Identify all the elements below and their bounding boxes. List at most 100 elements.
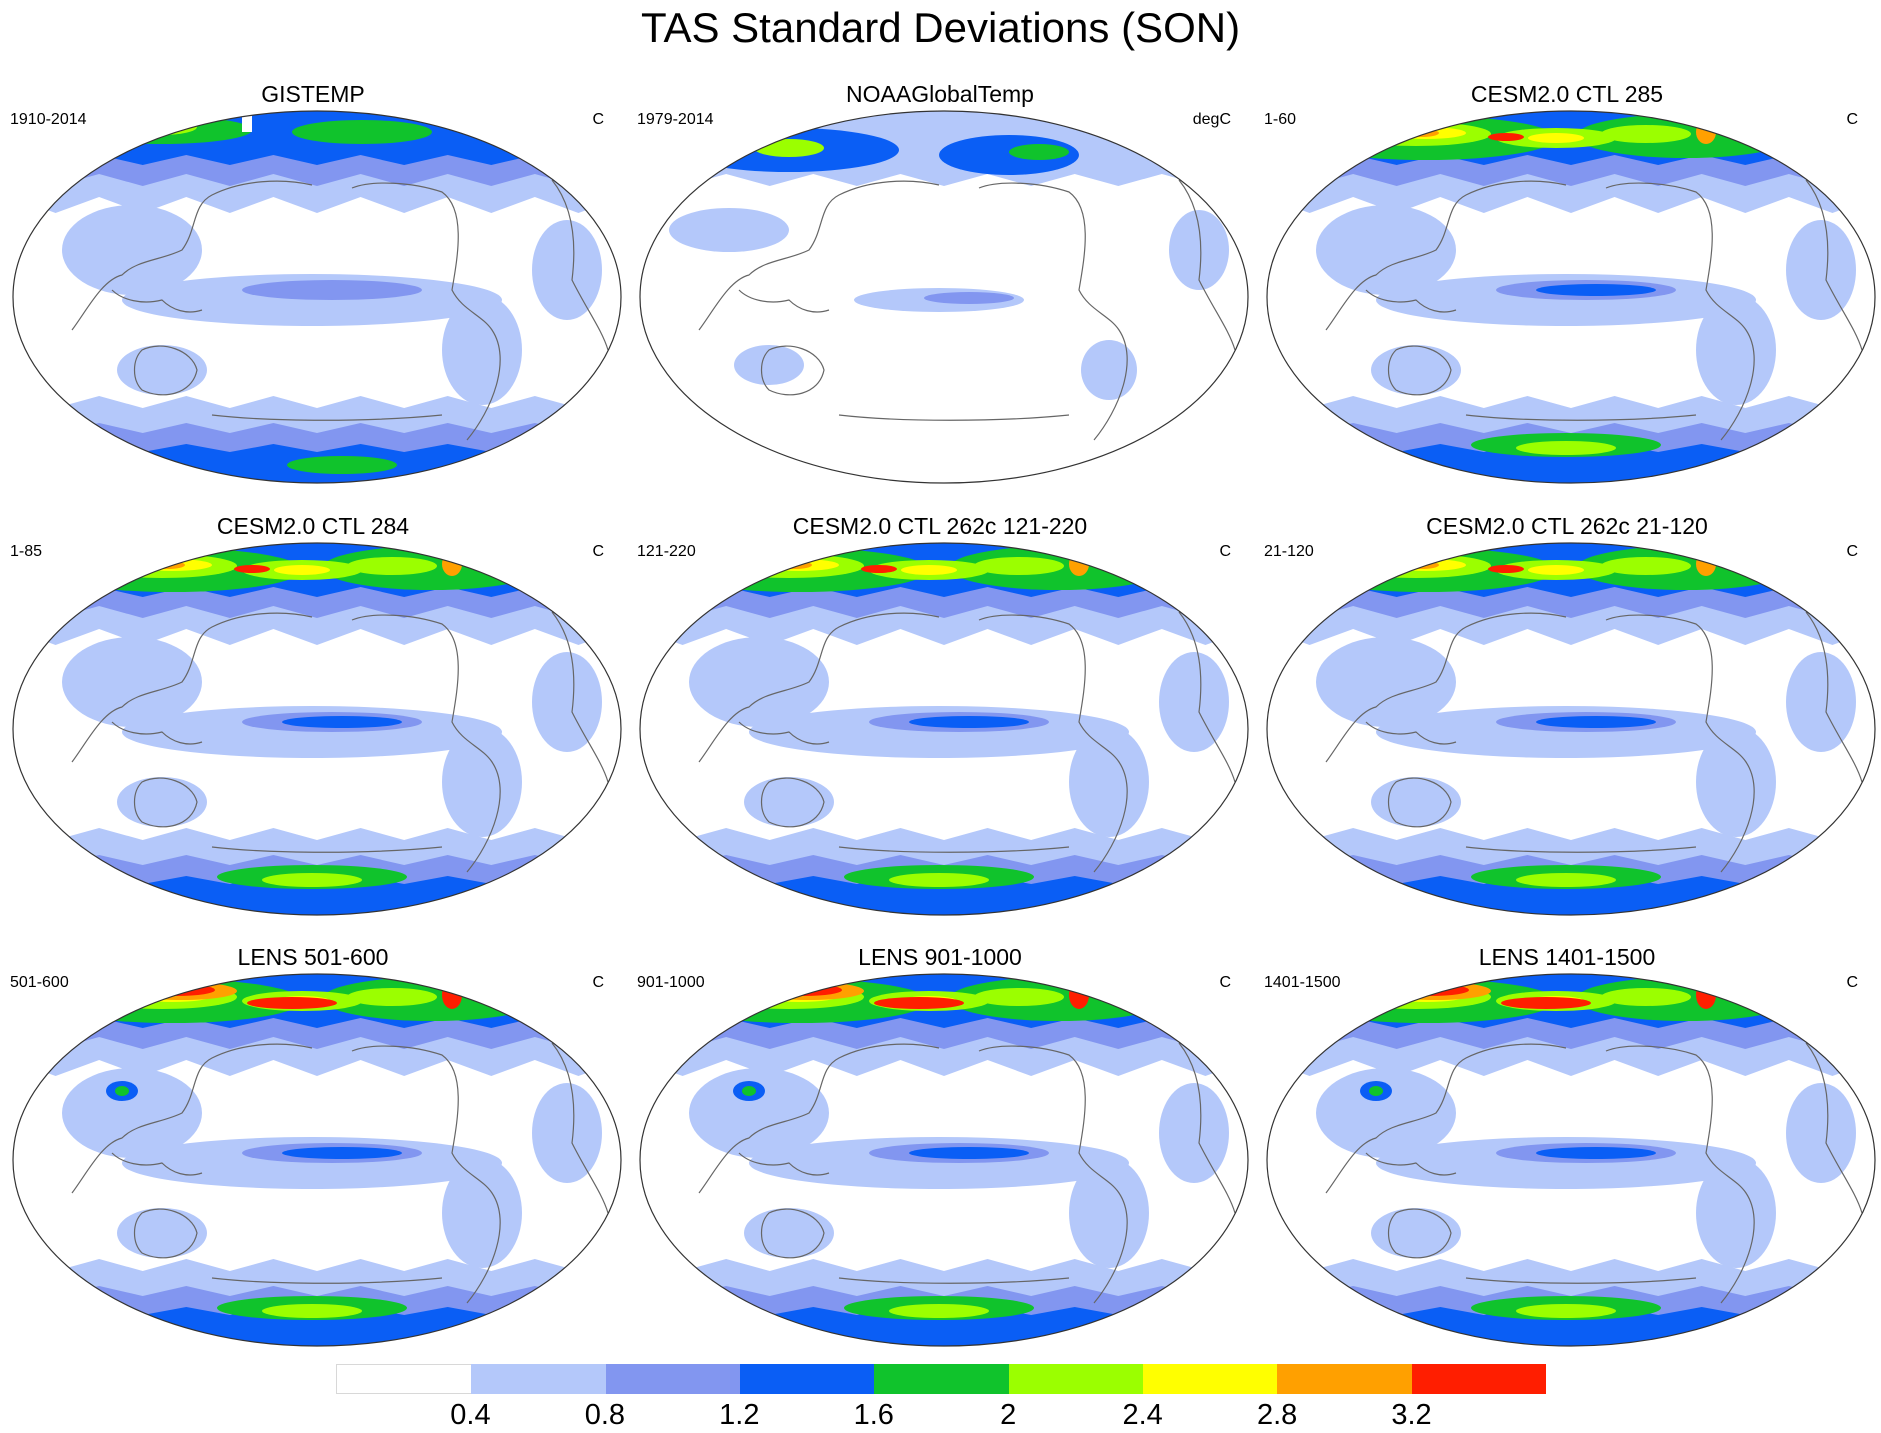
field-australia: [744, 1208, 834, 1258]
panel-title: CESM2.0 CTL 285: [1470, 81, 1664, 107]
field-south-america: [1081, 340, 1137, 400]
map-plot: [12, 973, 622, 1347]
coastline-2: [1805, 1042, 1863, 1214]
field-asia: [1316, 637, 1456, 727]
coastline-1: [351, 614, 501, 873]
coastline-3: [760, 1208, 825, 1259]
map-plot: [639, 110, 1249, 484]
field-africa: [1159, 1083, 1229, 1183]
map-panel: LENS 1401-1500 1401-1500 C: [1254, 943, 1880, 1383]
field-enso-core: [1536, 1147, 1656, 1159]
field-south-america: [1069, 727, 1149, 837]
field-enso-core: [909, 716, 1029, 728]
coastline-2: [1178, 1042, 1236, 1214]
field-australia: [744, 777, 834, 827]
field-siberia-red: [766, 984, 842, 996]
field-antarctic-lime: [889, 873, 989, 887]
coastline-5: [1465, 414, 1697, 421]
field-antarctic-lime: [262, 873, 362, 887]
coastline-5: [211, 846, 443, 853]
coastline-2: [1805, 611, 1863, 783]
panel-period: 121-220: [637, 543, 696, 560]
field-africa: [1786, 1083, 1856, 1183]
map-plot: [1266, 973, 1876, 1347]
coastline-4: [738, 721, 830, 745]
field-asia: [62, 205, 202, 295]
map-field: [1267, 974, 1875, 1346]
colorbar-tick-label: 2: [1000, 1399, 1017, 1431]
map-border: [1266, 542, 1876, 916]
field-africa: [1786, 220, 1856, 320]
colorbar-tick-label: 0.4: [450, 1399, 491, 1431]
panel-title: CESM2.0 CTL 284: [216, 513, 410, 539]
colorbar-swatch: [874, 1364, 1009, 1394]
panel-units: C: [1219, 543, 1231, 560]
field-tibet-core: [742, 1086, 756, 1096]
field-canada-lime: [974, 988, 1064, 1006]
field-canada-lime: [974, 557, 1064, 575]
map-panel: NOAAGlobalTemp 1979-2014 degC: [627, 80, 1253, 520]
panel-units: C: [1846, 974, 1858, 991]
field-africa: [532, 220, 602, 320]
field-asia: [1316, 205, 1456, 295]
panel-period: 901-1000: [637, 974, 705, 991]
map-plot: [12, 542, 622, 916]
field-siberia-lime: [1341, 122, 1491, 146]
coastline-5: [211, 1277, 443, 1284]
coastline-2: [1178, 611, 1236, 783]
field-arctic-peak: [754, 139, 824, 157]
coastline-4: [1365, 721, 1457, 745]
field-antarctic-lime: [1516, 441, 1616, 455]
field-canada-peak: [1009, 144, 1069, 160]
coastline-3: [1387, 777, 1452, 828]
panel-title: LENS 1401-1500: [1478, 944, 1656, 970]
colorbar-tick-label: 1.6: [853, 1399, 894, 1431]
panel-title: LENS 901-1000: [858, 944, 1022, 970]
colorbar-swatch: [471, 1364, 606, 1394]
field-asia: [62, 637, 202, 727]
coastline-0: [71, 1043, 313, 1194]
coastline-1: [1605, 182, 1755, 441]
panel-units: C: [1846, 543, 1858, 560]
map-border: [1266, 110, 1876, 484]
colorbar-swatch: [739, 1364, 875, 1394]
field-enso-core: [909, 1147, 1029, 1159]
coastline-1: [351, 182, 501, 441]
field-australia: [1371, 345, 1461, 395]
field-asia: [62, 1068, 202, 1158]
field-antarctic-lime: [889, 1304, 989, 1318]
colorbar-tick-label: 1.2: [719, 1399, 760, 1431]
map-plot: [639, 542, 1249, 916]
map-plot: [639, 973, 1249, 1347]
map-field: [1267, 543, 1875, 915]
coastline-0: [698, 1043, 940, 1194]
map-border: [639, 110, 1249, 484]
map-field: [640, 543, 1248, 915]
field-arctic-yellow: [1528, 133, 1584, 143]
field-africa: [1169, 210, 1229, 290]
field-arctic-peak: [127, 119, 197, 135]
panel-period: 501-600: [10, 974, 69, 991]
field-siberia-orange: [127, 982, 237, 1000]
coastline-2: [551, 611, 609, 783]
field-arctic-yellow: [901, 565, 957, 575]
panel-title: NOAAGlobalTemp: [846, 81, 1034, 107]
panel-title: LENS 501-600: [237, 944, 389, 970]
field-canada-lime: [1601, 988, 1691, 1006]
coastline-2: [1178, 179, 1236, 351]
coastline-5: [1465, 846, 1697, 853]
field-asia: [669, 208, 789, 252]
field-enso-core: [1536, 284, 1656, 296]
field-enso-core: [282, 1147, 402, 1159]
coastline-1: [1605, 1045, 1755, 1304]
field-antarctic-lime: [1516, 1304, 1616, 1318]
coastline-0: [1325, 612, 1567, 763]
field-australia: [117, 777, 207, 827]
panel-units: C: [592, 111, 604, 128]
coastline-1: [978, 614, 1128, 873]
field-siberia-lime: [714, 554, 864, 578]
field-arctic-red: [1488, 133, 1524, 141]
colorbar-swatch: [605, 1364, 740, 1394]
coastline-3: [133, 345, 198, 396]
coastline-3: [1387, 1208, 1452, 1259]
